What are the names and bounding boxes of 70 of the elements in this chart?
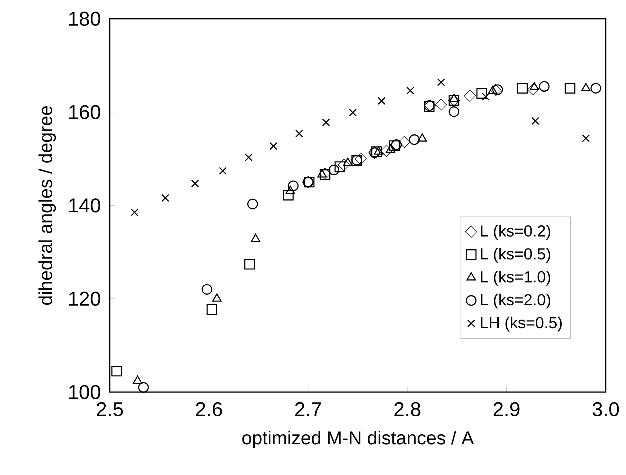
point — [517, 83, 528, 94]
point — [338, 159, 350, 172]
point — [418, 134, 428, 142]
x-tick-label: 3.0 — [592, 402, 620, 417]
point — [354, 152, 368, 166]
point — [343, 158, 353, 166]
y-tick-label: 140 — [69, 198, 100, 213]
point — [322, 118, 330, 127]
point — [244, 154, 253, 162]
point — [386, 144, 396, 154]
y-tick-label: 100 — [69, 385, 100, 400]
point — [334, 162, 346, 172]
point — [464, 90, 476, 102]
point — [380, 145, 393, 158]
legend-label: LH (ks=0.5) — [481, 316, 562, 332]
point — [328, 164, 340, 176]
x-axis-title: optimized M-N distances / A — [242, 431, 474, 448]
point — [378, 97, 386, 106]
y-tick-label: 180 — [69, 12, 100, 26]
point — [435, 98, 448, 111]
point — [490, 84, 502, 96]
point — [398, 136, 411, 148]
point — [296, 130, 304, 138]
point — [349, 108, 357, 117]
x-tick-label: 2.7 — [296, 402, 322, 416]
point — [130, 208, 139, 217]
x-tick-label: 2.8 — [394, 402, 421, 417]
point — [202, 284, 213, 295]
point — [138, 382, 150, 393]
point — [251, 234, 261, 242]
point — [539, 81, 550, 92]
x-tick-label: 2.5 — [97, 402, 124, 417]
point — [248, 198, 258, 210]
point — [133, 376, 142, 384]
point — [476, 88, 488, 100]
point — [244, 259, 256, 270]
point — [406, 86, 414, 95]
legend-label: L (ks=2.0) — [481, 294, 550, 309]
y-tick-label: 120 — [69, 292, 100, 306]
point — [437, 78, 446, 86]
point — [212, 294, 222, 302]
legend-label: L (ks=1.0) — [481, 270, 550, 286]
point — [286, 186, 296, 194]
y-axis-title: dihedral angles / degree — [38, 106, 56, 306]
point — [283, 190, 294, 201]
point — [528, 83, 540, 96]
y-tick-label: 160 — [69, 105, 100, 120]
x-tick-label: 2.9 — [494, 402, 520, 417]
legend-label: L (ks=0.5) — [481, 248, 550, 263]
x-tick-label: 2.6 — [196, 402, 222, 417]
point — [112, 366, 122, 377]
point — [492, 84, 504, 96]
point — [448, 106, 460, 118]
point — [532, 117, 540, 126]
point — [374, 146, 384, 155]
point — [590, 83, 602, 94]
point — [564, 83, 576, 94]
point — [219, 167, 228, 176]
point — [582, 134, 590, 142]
point — [409, 134, 420, 146]
point — [318, 170, 327, 178]
point — [488, 86, 498, 94]
point — [581, 83, 591, 92]
point — [162, 194, 170, 202]
point — [191, 180, 200, 188]
point — [482, 93, 490, 101]
point — [206, 304, 218, 316]
legend-label: L (ks=0.2) — [481, 225, 550, 240]
point — [288, 180, 299, 192]
point — [270, 142, 278, 150]
